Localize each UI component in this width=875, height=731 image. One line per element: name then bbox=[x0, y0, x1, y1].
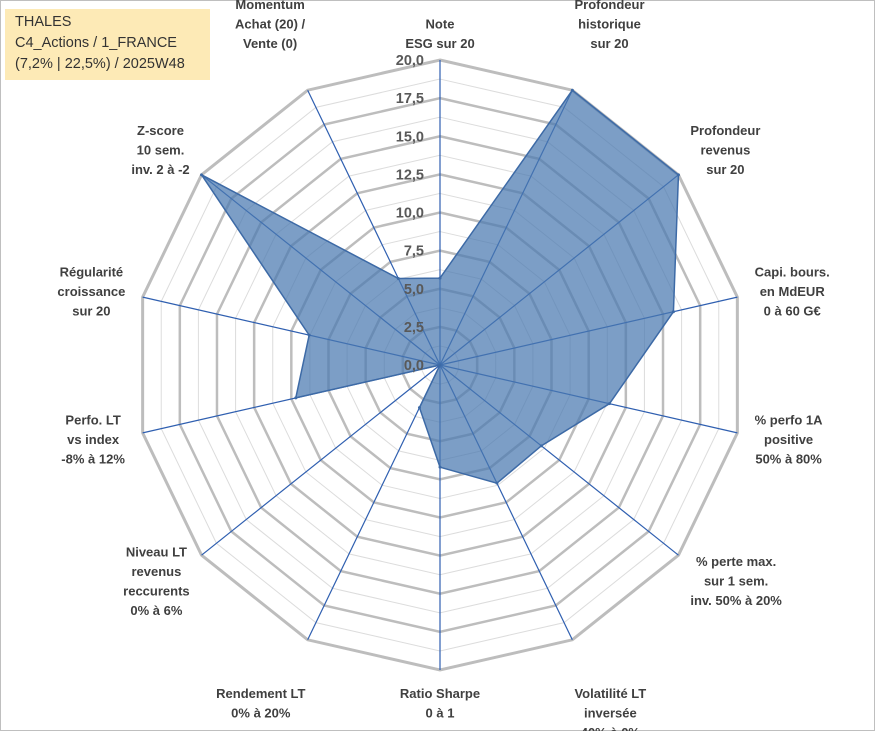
axis-label-line: revenus bbox=[131, 564, 181, 579]
tick-label: 5,0 bbox=[404, 282, 424, 298]
axis-label-line: Capi. bours. bbox=[755, 264, 830, 279]
tick-label: 10,0 bbox=[396, 206, 424, 222]
axis-label-line: sur 1 sem. bbox=[704, 574, 768, 589]
axis-label: Ratio Sharpe 0 à 1 bbox=[400, 686, 480, 721]
axis-label-line: inversée bbox=[584, 706, 637, 721]
axis-label: Niveau LT revenus reccurents 0% à 6% bbox=[123, 544, 189, 618]
axis-label: % perte max. sur 1 sem. inv. 50% à 20% bbox=[690, 554, 782, 608]
axis-label-line: 0% à 6% bbox=[130, 603, 182, 618]
axis-label-line: Z-score bbox=[137, 123, 184, 138]
axis-label-line: 0 à 60 G€ bbox=[764, 303, 821, 318]
series-point bbox=[438, 465, 442, 469]
axis-label-line: ESG sur 20 bbox=[405, 36, 474, 51]
axis-label-line: Ratio Sharpe bbox=[400, 686, 480, 701]
radar-series bbox=[200, 88, 680, 485]
axis-spoke bbox=[201, 364, 441, 556]
stock-stats: (7,2% | 22,5%) / 2025W48 bbox=[15, 56, 185, 72]
series-point bbox=[417, 406, 421, 410]
axis-label-line: vs index bbox=[67, 432, 120, 447]
axis-label-line: sur 20 bbox=[706, 162, 744, 177]
axis-label-line: sur 20 bbox=[590, 36, 628, 51]
axis-spoke bbox=[307, 364, 441, 641]
axis-label-line: Niveau LT bbox=[126, 544, 187, 559]
axis-label-line: Profondeur bbox=[690, 123, 760, 138]
axis-label-line: Volatilité LT bbox=[574, 686, 646, 701]
series-point bbox=[396, 276, 400, 280]
axis-label-line: Perfo. LT bbox=[65, 413, 120, 428]
stock-title-box: THALES C4_Actions / 1_FRANCE (7,2% | 22,… bbox=[5, 9, 210, 80]
axis-label-line: Note bbox=[426, 17, 455, 32]
series-point bbox=[570, 88, 574, 92]
axis-label: Note ESG sur 20 bbox=[405, 17, 474, 52]
tick-label: 17,5 bbox=[396, 91, 424, 107]
radar-axis-labels: Note ESG sur 20 Profondeur historique sur 20… bbox=[57, 0, 829, 731]
tick-label: 2,5 bbox=[404, 320, 424, 336]
tick-label: 0,0 bbox=[404, 358, 424, 374]
series-point bbox=[539, 444, 543, 448]
series-point bbox=[294, 396, 298, 400]
axis-label: Régularité croissance sur 20 bbox=[57, 264, 125, 318]
axis-label: Perfo. LT vs index -8% à 12% bbox=[61, 413, 125, 467]
axis-label-line: en MdEUR bbox=[760, 284, 826, 299]
series-point bbox=[495, 481, 499, 485]
axis-label-line: 0 à 1 bbox=[426, 706, 455, 721]
axis-label-line: sur 20 bbox=[72, 303, 110, 318]
tick-label: 7,5 bbox=[404, 244, 424, 260]
axis-label-line: Achat (20) / bbox=[235, 17, 305, 32]
axis-label-line: Rendement LT bbox=[216, 686, 305, 701]
radar-tick-labels: 0,0 2,5 5,0 7,5 10,0 12,5 15,0 17,5 20,0 bbox=[396, 53, 424, 374]
axis-label-line: 40% à 0% bbox=[581, 725, 641, 731]
axis-label-line: % perfo 1A bbox=[755, 413, 824, 428]
axis-label-line: Vente (0) bbox=[243, 36, 297, 51]
axis-label-line: inv. 2 à -2 bbox=[131, 162, 189, 177]
stock-category: C4_Actions / 1_FRANCE bbox=[15, 35, 177, 51]
axis-label-line: reccurents bbox=[123, 583, 189, 598]
axis-label-line: historique bbox=[578, 17, 641, 32]
axis-label: Rendement LT 0% à 20% bbox=[216, 686, 305, 721]
tick-label: 20,0 bbox=[396, 53, 424, 69]
axis-label: Capi. bours. en MdEUR 0 à 60 G€ bbox=[755, 264, 830, 318]
tick-label: 15,0 bbox=[396, 129, 424, 145]
series-point bbox=[671, 310, 675, 314]
axis-label: Profondeur revenus sur 20 bbox=[690, 123, 760, 177]
series-point bbox=[307, 333, 311, 337]
axis-label: Momentum Achat (20) / Vente (0) bbox=[235, 0, 305, 51]
series-point bbox=[438, 276, 442, 280]
axis-label: Profondeur historique sur 20 bbox=[574, 0, 644, 51]
series-point bbox=[676, 173, 680, 177]
axis-label-line: % perte max. bbox=[696, 554, 776, 569]
axis-label-line: 10 sem. bbox=[137, 142, 185, 157]
series-point bbox=[438, 363, 442, 367]
axis-label-line: revenus bbox=[700, 142, 750, 157]
axis-label-line: croissance bbox=[57, 284, 125, 299]
axis-label-line: Régularité bbox=[60, 264, 124, 279]
axis-label-line: positive bbox=[764, 432, 813, 447]
axis-label-line: Momentum bbox=[235, 0, 304, 12]
series-point bbox=[607, 402, 611, 406]
axis-label: Volatilité LT inversée 40% à 0% bbox=[574, 686, 646, 731]
axis-label-line: 50% à 80% bbox=[755, 452, 822, 467]
tick-label: 12,5 bbox=[396, 167, 424, 183]
axis-label-line: inv. 50% à 20% bbox=[690, 593, 782, 608]
series-point bbox=[200, 173, 204, 177]
stock-name: THALES bbox=[15, 14, 72, 30]
axis-label: % perfo 1A positive 50% à 80% bbox=[755, 413, 824, 467]
axis-label: Z-score 10 sem. inv. 2 à -2 bbox=[131, 123, 189, 177]
axis-label-line: 0% à 20% bbox=[231, 706, 291, 721]
axis-label-line: -8% à 12% bbox=[61, 452, 125, 467]
axis-label-line: Profondeur bbox=[574, 0, 644, 12]
